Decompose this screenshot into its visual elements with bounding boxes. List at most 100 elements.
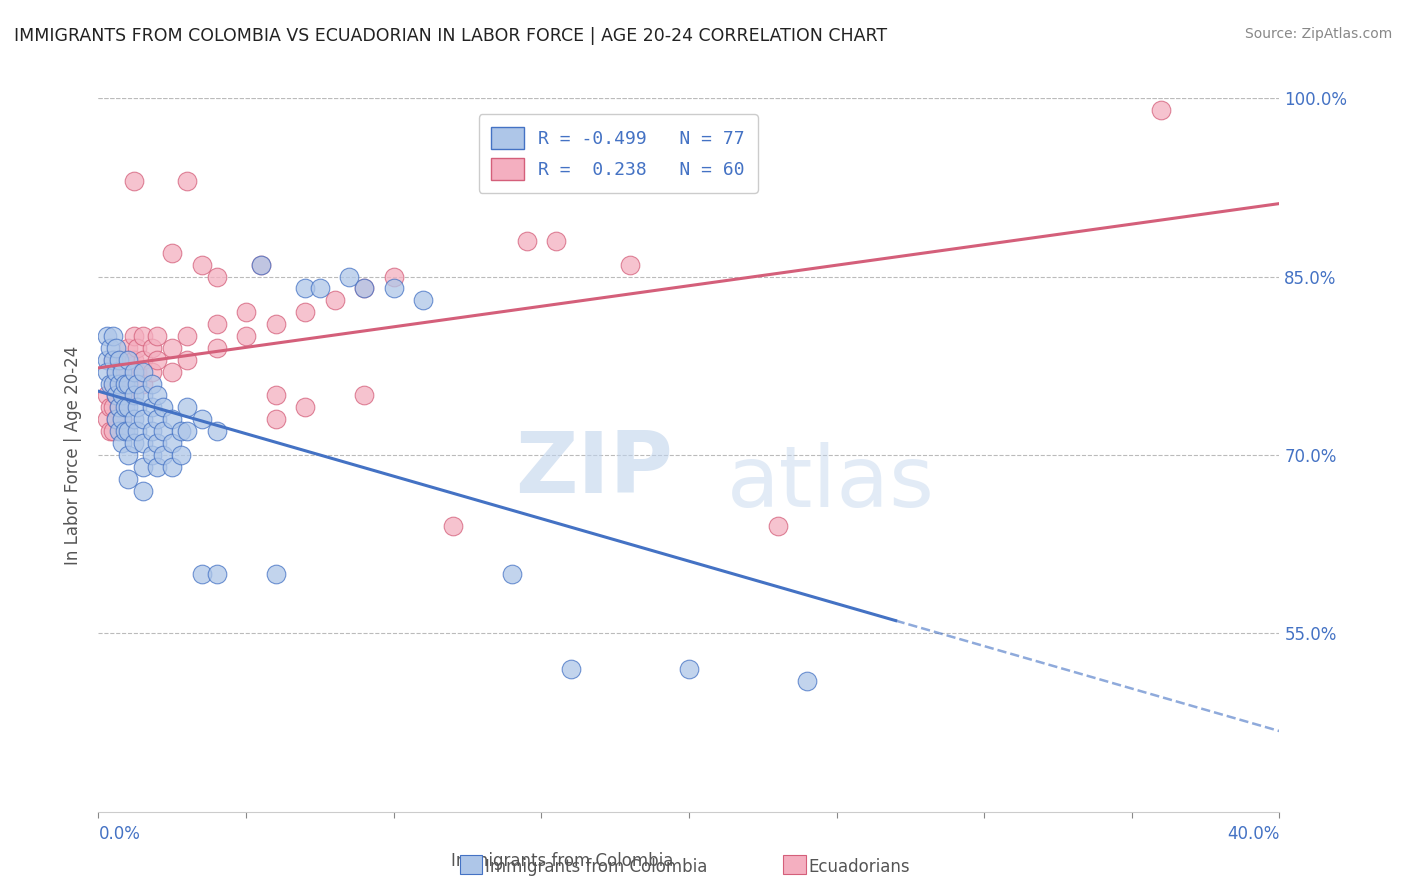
Point bbox=[105, 412, 128, 426]
Point bbox=[170, 448, 193, 462]
Text: Immigrants from Colombia: Immigrants from Colombia bbox=[451, 852, 673, 870]
Point bbox=[108, 352, 131, 367]
Point bbox=[796, 673, 818, 688]
Point bbox=[114, 352, 136, 367]
Point bbox=[117, 401, 139, 415]
Point bbox=[108, 376, 131, 391]
Point bbox=[294, 281, 316, 295]
Point bbox=[382, 281, 405, 295]
Point bbox=[162, 412, 183, 426]
Point bbox=[96, 388, 118, 402]
Text: 0.0%: 0.0% bbox=[98, 825, 141, 843]
Point bbox=[103, 329, 125, 343]
Point bbox=[250, 258, 273, 272]
Text: Source: ZipAtlas.com: Source: ZipAtlas.com bbox=[1244, 27, 1392, 41]
Point bbox=[294, 401, 316, 415]
Point bbox=[98, 376, 121, 391]
Point bbox=[117, 388, 139, 402]
Point bbox=[146, 388, 169, 402]
Point bbox=[141, 424, 163, 438]
Point bbox=[103, 424, 125, 438]
Point bbox=[108, 376, 131, 391]
Point bbox=[105, 365, 128, 379]
Point bbox=[98, 341, 121, 355]
Point bbox=[146, 352, 169, 367]
Point bbox=[353, 281, 375, 295]
Point bbox=[125, 401, 148, 415]
Point bbox=[117, 352, 139, 367]
Legend: R = -0.499   N = 77, R =  0.238   N = 60: R = -0.499 N = 77, R = 0.238 N = 60 bbox=[478, 114, 758, 193]
Point bbox=[162, 436, 183, 450]
Point bbox=[96, 365, 118, 379]
Point bbox=[162, 365, 183, 379]
Point bbox=[162, 341, 183, 355]
Point bbox=[205, 269, 228, 284]
Point bbox=[264, 388, 287, 402]
Point bbox=[132, 329, 155, 343]
Point bbox=[170, 424, 193, 438]
Point bbox=[108, 424, 131, 438]
Point bbox=[141, 341, 163, 355]
Point bbox=[141, 448, 163, 462]
Point bbox=[353, 388, 375, 402]
Point bbox=[205, 566, 228, 581]
Point bbox=[105, 388, 128, 402]
Point bbox=[132, 352, 155, 367]
Point bbox=[111, 436, 134, 450]
Point bbox=[117, 424, 139, 438]
Point bbox=[141, 401, 163, 415]
Point bbox=[560, 662, 582, 676]
Text: 40.0%: 40.0% bbox=[1227, 825, 1279, 843]
Point bbox=[103, 352, 125, 367]
Point bbox=[117, 376, 139, 391]
Point bbox=[191, 258, 214, 272]
Point bbox=[264, 412, 287, 426]
Point bbox=[105, 341, 128, 355]
Point bbox=[111, 412, 134, 426]
Point bbox=[117, 365, 139, 379]
Point bbox=[141, 365, 163, 379]
Point bbox=[114, 376, 136, 391]
Point bbox=[117, 341, 139, 355]
Point bbox=[132, 436, 155, 450]
Point bbox=[412, 293, 434, 308]
Point bbox=[103, 376, 125, 391]
Point bbox=[98, 401, 121, 415]
Point bbox=[501, 566, 523, 581]
Point bbox=[96, 352, 118, 367]
Point bbox=[176, 401, 198, 415]
Point bbox=[114, 401, 136, 415]
Point bbox=[235, 305, 257, 319]
Point bbox=[176, 352, 198, 367]
Y-axis label: In Labor Force | Age 20-24: In Labor Force | Age 20-24 bbox=[65, 345, 83, 565]
Point bbox=[108, 401, 131, 415]
Point bbox=[96, 412, 118, 426]
Point bbox=[339, 269, 360, 284]
Point bbox=[250, 258, 273, 272]
Point bbox=[294, 305, 316, 319]
Point bbox=[205, 341, 228, 355]
Point bbox=[122, 412, 145, 426]
Point bbox=[152, 401, 174, 415]
Point bbox=[122, 436, 145, 450]
Point bbox=[176, 424, 198, 438]
Point bbox=[766, 519, 789, 533]
Point bbox=[678, 662, 700, 676]
Point bbox=[114, 424, 136, 438]
Point bbox=[191, 412, 214, 426]
Point bbox=[146, 436, 169, 450]
Point bbox=[111, 365, 134, 379]
Point bbox=[122, 388, 145, 402]
Point bbox=[146, 412, 169, 426]
Point bbox=[108, 352, 131, 367]
Point bbox=[122, 352, 145, 367]
Text: ZIP: ZIP bbox=[516, 427, 673, 511]
Point bbox=[103, 352, 125, 367]
Point bbox=[132, 412, 155, 426]
Point bbox=[125, 376, 148, 391]
Point bbox=[152, 448, 174, 462]
Point bbox=[146, 329, 169, 343]
Point bbox=[108, 401, 131, 415]
Point bbox=[176, 329, 198, 343]
Point bbox=[125, 365, 148, 379]
